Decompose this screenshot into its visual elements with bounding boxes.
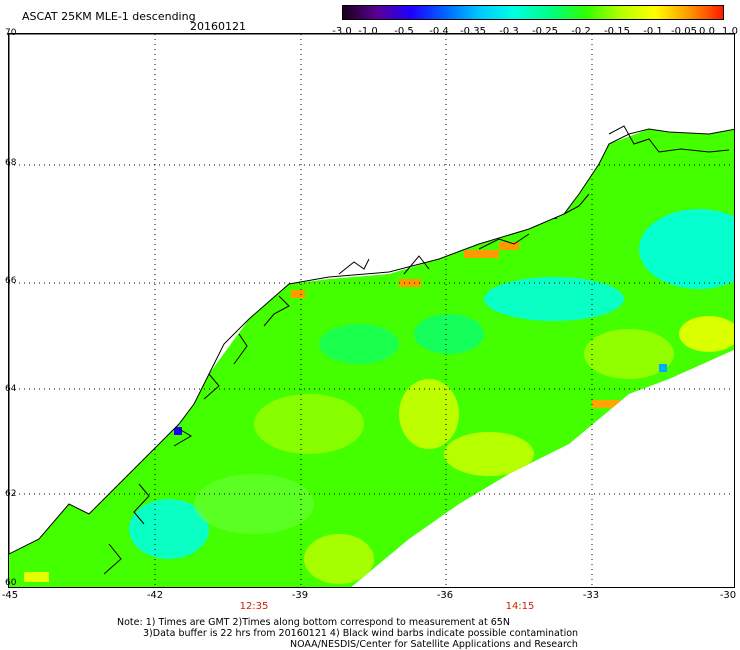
colorbar-label: -0.05 (671, 26, 697, 37)
map-date: 20160121 (190, 20, 246, 33)
map-title: ASCAT 25KM MLE-1 descending (22, 10, 196, 23)
colorbar-label: -0.25 (532, 26, 558, 37)
colorbar-label: -0.1 (643, 26, 663, 37)
x-tick-label: -30 (719, 590, 737, 601)
colorbar-label: -0.2 (571, 26, 591, 37)
colorbar-label: -0.3 (499, 26, 519, 37)
colorbar-label: 1.0 (722, 26, 738, 37)
colorbar-label: -3.0 (332, 26, 352, 37)
y-tick-label: 60 (5, 578, 17, 588)
time-label: 12:35 (239, 601, 269, 612)
y-tick-label: 70 (5, 28, 17, 38)
colorbar (342, 5, 724, 20)
x-tick-label: -36 (436, 590, 454, 601)
x-tick-label: -33 (582, 590, 600, 601)
x-tick-label: -39 (291, 590, 309, 601)
x-tick-label: -45 (1, 590, 19, 601)
colorbar-label: -1.0 (358, 26, 378, 37)
y-tick-label: 64 (5, 384, 17, 394)
credit-line: NOAA/NESDIS/Center for Satellite Applica… (290, 639, 578, 650)
time-label: 14:15 (505, 601, 535, 612)
colorbar-label: -0.15 (604, 26, 630, 37)
note-line-1: Note: 1) Times are GMT 2)Times along bot… (117, 617, 510, 628)
colorbar-labels: -3.0 -1.0 -0.5 -0.4 -0.35 -0.3 -0.25 -0.… (332, 26, 738, 38)
y-tick-label: 68 (5, 158, 17, 168)
colorbar-label: -0.5 (394, 26, 414, 37)
colorbar-label: -0.4 (429, 26, 449, 37)
y-tick-label: 62 (5, 489, 17, 499)
coastline (103, 125, 730, 575)
map-plot (8, 33, 735, 588)
colorbar-label: -0.35 (460, 26, 486, 37)
x-tick-label: -42 (146, 590, 164, 601)
y-tick-label: 66 (5, 276, 17, 286)
colorbar-label: 0.0 (699, 26, 715, 37)
note-line-2: 3)Data buffer is 22 hrs from 20160121 4)… (143, 628, 579, 639)
greenland-land (9, 34, 734, 555)
